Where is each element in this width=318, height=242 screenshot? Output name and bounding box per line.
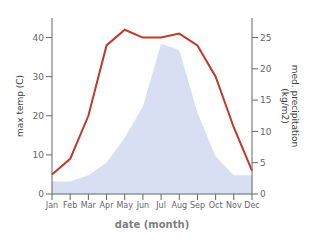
svg-text:40: 40 bbox=[33, 33, 45, 43]
svg-text:5: 5 bbox=[260, 158, 266, 168]
svg-text:20: 20 bbox=[33, 111, 45, 121]
svg-text:0: 0 bbox=[38, 189, 44, 199]
svg-text:Oct: Oct bbox=[209, 201, 223, 210]
svg-text:15: 15 bbox=[260, 95, 271, 105]
svg-text:10: 10 bbox=[260, 127, 272, 137]
svg-text:Apr: Apr bbox=[100, 201, 115, 210]
svg-text:10: 10 bbox=[33, 150, 45, 160]
svg-text:Feb: Feb bbox=[63, 201, 77, 210]
svg-text:Nov: Nov bbox=[226, 201, 242, 210]
svg-text:0: 0 bbox=[260, 189, 266, 199]
svg-text:30: 30 bbox=[33, 72, 45, 82]
svg-text:date (month): date (month) bbox=[115, 219, 189, 230]
svg-text:med. precipitation(kg/m2): med. precipitation(kg/m2) bbox=[280, 65, 300, 147]
svg-text:max temp (C): max temp (C) bbox=[15, 75, 25, 137]
svg-text:Jul: Jul bbox=[155, 201, 166, 210]
svg-text:May: May bbox=[116, 201, 133, 210]
svg-text:20: 20 bbox=[260, 64, 272, 74]
svg-text:Jun: Jun bbox=[136, 201, 150, 210]
svg-text:Dec: Dec bbox=[244, 201, 259, 210]
svg-text:25: 25 bbox=[260, 33, 271, 43]
svg-text:Mar: Mar bbox=[81, 201, 97, 210]
svg-text:Aug: Aug bbox=[171, 201, 187, 210]
svg-text:Jan: Jan bbox=[45, 201, 58, 210]
svg-text:Sep: Sep bbox=[190, 201, 205, 210]
